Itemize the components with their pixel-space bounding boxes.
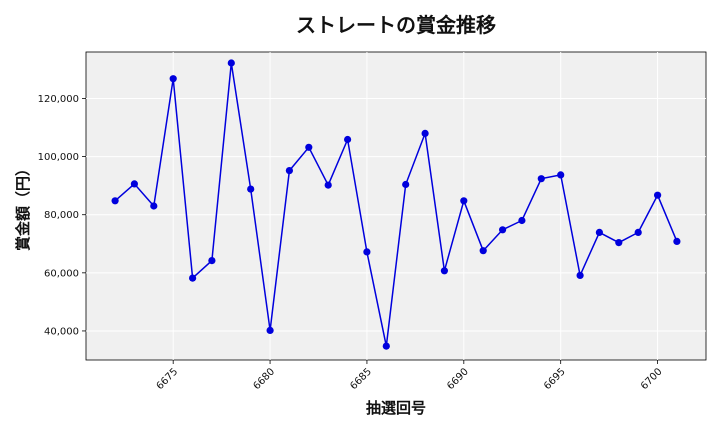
x-tick-label: 6680 [251, 366, 277, 392]
data-point [169, 75, 177, 83]
data-point [499, 226, 507, 234]
data-points [111, 59, 681, 350]
x-tick-label: 6690 [445, 366, 471, 392]
data-point [344, 135, 352, 144]
x-tick-label: 6685 [348, 366, 374, 392]
x-axis-label: 抽選回号 [366, 399, 426, 417]
data-point [460, 197, 468, 205]
data-point [208, 257, 216, 265]
data-point [111, 197, 119, 205]
data-point [130, 180, 138, 188]
y-tick-label: 100,000 [38, 152, 79, 163]
data-point [382, 342, 390, 350]
x-tick-label: 6675 [155, 366, 181, 392]
y-tick-label: 120,000 [38, 94, 79, 105]
y-tick-label: 60,000 [44, 268, 79, 279]
data-point [576, 271, 584, 279]
data-point [266, 326, 274, 334]
data-point [654, 191, 662, 199]
data-point [421, 129, 429, 137]
data-point [285, 167, 293, 175]
data-point [189, 274, 197, 282]
grid [86, 52, 706, 360]
data-point [150, 202, 158, 210]
y-tick-label: 40,000 [44, 326, 79, 337]
data-point [227, 59, 235, 67]
data-point [557, 171, 565, 179]
data-point [305, 143, 313, 151]
x-tick-label: 6700 [639, 366, 665, 392]
data-point [673, 237, 681, 245]
data-point [440, 267, 448, 275]
series-line [114, 62, 678, 347]
data-point [537, 175, 545, 183]
y-tick-label: 80,000 [44, 210, 79, 221]
chart-title: ストレートの賞金推移 [296, 13, 496, 37]
data-point [363, 248, 371, 256]
data-point [595, 228, 604, 236]
y-axis-label: 賞金額（円） [14, 161, 32, 251]
data-point [518, 216, 526, 225]
data-point [615, 239, 623, 247]
data-point [634, 228, 642, 236]
plot-area [85, 51, 707, 361]
data-point [247, 185, 255, 193]
data-point [402, 180, 410, 189]
x-tick-label: 6695 [542, 366, 568, 392]
data-point [324, 181, 332, 189]
data-point [479, 247, 487, 255]
